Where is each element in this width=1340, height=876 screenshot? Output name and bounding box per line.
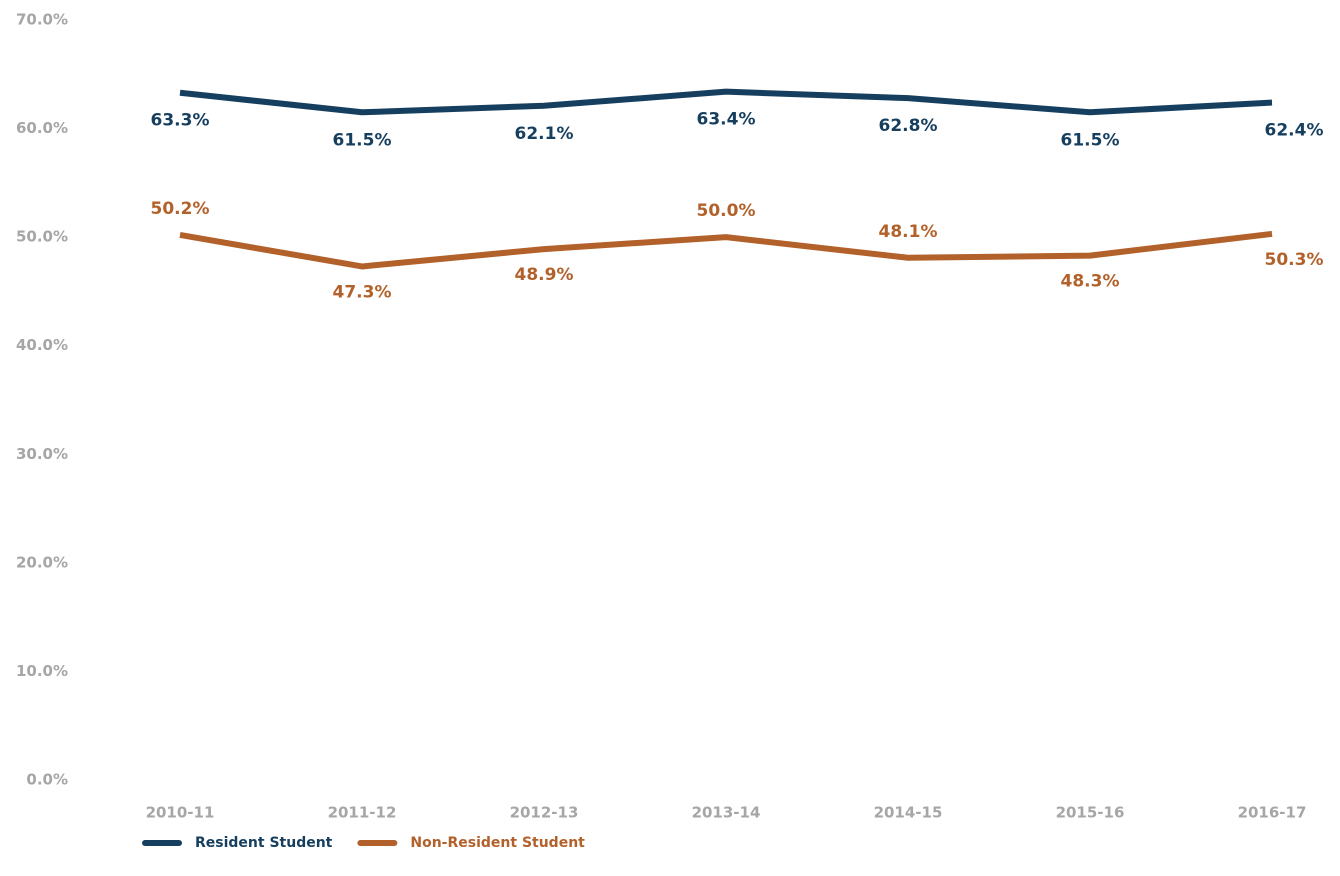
series-line (179, 88, 1273, 116)
value-label: 63.3% (151, 111, 210, 131)
value-label: 48.1% (879, 222, 938, 242)
x-tick-label: 2011-12 (328, 804, 397, 822)
y-tick-label: 10.0% (16, 662, 68, 680)
value-label: 62.1% (515, 124, 574, 144)
y-tick-label: 40.0% (16, 336, 68, 354)
value-label: 48.3% (1061, 272, 1120, 292)
value-label: 61.5% (333, 130, 392, 150)
series-line (179, 230, 1273, 270)
y-tick-label: 0.0% (26, 771, 68, 789)
x-tick-label: 2014-15 (874, 804, 943, 822)
x-tick-label: 2013-14 (692, 804, 761, 822)
value-label: 62.4% (1265, 121, 1324, 141)
y-tick-label: 30.0% (16, 445, 68, 463)
value-label: 47.3% (333, 282, 392, 302)
y-tick-label: 20.0% (16, 553, 68, 571)
value-label: 48.9% (515, 265, 574, 285)
value-label: 50.0% (697, 201, 756, 221)
value-label: 50.3% (1265, 250, 1324, 270)
value-label: 61.5% (1061, 130, 1120, 150)
x-tick-label: 2016-17 (1238, 804, 1307, 822)
x-tick-label: 2015-16 (1056, 804, 1125, 822)
y-tick-label: 50.0% (16, 228, 68, 246)
x-tick-label: 2012-13 (510, 804, 579, 822)
value-label: 50.2% (151, 199, 210, 219)
value-label: 62.8% (879, 116, 938, 136)
legend-label: Resident Student (195, 835, 333, 851)
y-tick-label: 70.0% (16, 11, 68, 29)
y-tick-label: 60.0% (16, 119, 68, 137)
legend-label: Non-Resident Student (410, 835, 585, 851)
x-tick-label: 2010-11 (146, 804, 215, 822)
value-label: 63.4% (697, 110, 756, 130)
